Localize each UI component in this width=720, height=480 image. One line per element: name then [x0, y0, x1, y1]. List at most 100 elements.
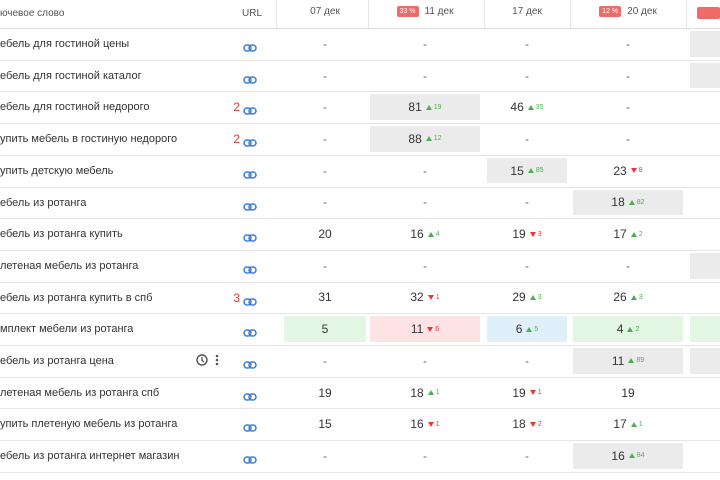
position-cell: -: [284, 348, 366, 374]
change-value: 2: [635, 325, 640, 333]
change-value: 12: [433, 135, 442, 143]
position-value: -: [626, 36, 630, 51]
position-change: 89: [628, 357, 644, 364]
position-cell: 23 8: [573, 158, 683, 184]
position-value: -: [323, 195, 327, 210]
position-change: 1: [427, 420, 440, 428]
change-arrow: [527, 104, 534, 110]
position-change: 3: [529, 293, 542, 301]
keyword: ебель из ротанга интернет магазин: [0, 450, 180, 463]
row-divider: [0, 471, 720, 473]
url-link[interactable]: [243, 198, 257, 216]
position-cell: 17 2: [573, 221, 683, 247]
url-count: 3: [233, 290, 240, 305]
position-value: 5: [321, 322, 329, 337]
position-cell: 20: [284, 221, 366, 247]
url-link[interactable]: [243, 261, 257, 279]
position-value: 31: [318, 290, 332, 305]
url-link[interactable]: [243, 324, 257, 342]
position-value: -: [626, 100, 630, 115]
keyword: ебель для гостиной каталог: [0, 69, 142, 82]
position-cell: -: [284, 158, 366, 184]
change-arrow: [628, 453, 635, 459]
position-value: -: [626, 131, 630, 146]
position-cell: -: [487, 126, 567, 152]
position-cell: -: [487, 253, 567, 279]
position-change: 84: [628, 452, 645, 459]
row-actions[interactable]: [195, 353, 221, 370]
url-link[interactable]: [243, 293, 257, 311]
date-header: 17 дек: [487, 6, 567, 17]
position-cell: 15: [284, 411, 366, 437]
cut-cell: [690, 252, 720, 279]
position-value: -: [423, 353, 427, 368]
url-link[interactable]: [243, 102, 257, 120]
position-value: -: [525, 195, 529, 210]
position-value: -: [423, 195, 427, 210]
url-link[interactable]: [243, 419, 257, 437]
position-cell: 19: [284, 380, 366, 406]
row-divider: [0, 376, 720, 378]
url-link[interactable]: [243, 388, 257, 406]
position-value: 11: [611, 353, 625, 368]
position-cell: -: [284, 31, 366, 57]
row-divider: [0, 313, 720, 315]
change-value: 1: [435, 389, 440, 397]
position-cell: -: [487, 443, 567, 469]
position-value: 16: [410, 417, 424, 432]
position-value: 19: [512, 227, 526, 242]
keyword: ебель из ротанга купить: [0, 228, 123, 241]
position-value: -: [323, 448, 327, 463]
position-cell: 88 12: [370, 126, 480, 152]
row-divider: [0, 218, 720, 220]
position-change: 19: [425, 104, 442, 111]
position-value: 19: [621, 385, 635, 400]
position-value: -: [423, 448, 427, 463]
date-label: 20 дек: [627, 6, 657, 17]
keyword: упить плетеную мебель из ротанга: [0, 418, 178, 431]
change-value: 2: [537, 420, 542, 428]
change-arrow: [630, 421, 637, 427]
keyword: летеная мебель из ротанга: [0, 259, 139, 272]
change-arrow: [427, 294, 434, 300]
date-label: 11 дек: [424, 6, 454, 17]
row-divider: [0, 186, 720, 188]
change-value: 3: [537, 293, 542, 301]
header-keyword: ючевое слово: [0, 8, 65, 19]
position-cell: -: [487, 63, 567, 89]
position-cell: 16 4: [370, 221, 480, 247]
position-change: 1: [427, 389, 440, 397]
row-divider: [0, 91, 720, 93]
position-change: 82: [628, 199, 645, 206]
change-arrow: [427, 231, 434, 237]
position-change: 4: [427, 231, 440, 238]
cut-cell: [690, 348, 720, 374]
url-link[interactable]: [243, 166, 257, 184]
position-cell: 19: [573, 380, 683, 406]
position-cell: 19 3: [487, 221, 567, 247]
keyword: ебель для гостиной цены: [0, 38, 130, 50]
change-arrow: [529, 231, 536, 237]
keyword: мплект мебели из ротанга: [0, 323, 134, 336]
url-link[interactable]: [243, 229, 257, 247]
cut-badge: [697, 7, 720, 19]
position-value: -: [626, 258, 630, 273]
url-link[interactable]: [243, 71, 257, 89]
change-badge: 12 %: [599, 6, 622, 17]
change-arrow: [527, 168, 534, 174]
keyword: упить мебель в гостиную недорого: [0, 133, 178, 146]
url-link[interactable]: [243, 451, 257, 469]
change-value: 1: [435, 420, 440, 428]
url-link[interactable]: [243, 134, 257, 152]
url-link[interactable]: [243, 39, 257, 57]
change-value: 85: [535, 167, 544, 175]
change-arrow: [630, 294, 637, 300]
position-value: 32: [410, 290, 424, 305]
change-arrow: [529, 390, 536, 396]
position-cell: -: [284, 190, 366, 216]
position-value: 88: [408, 131, 422, 146]
url-link[interactable]: [243, 356, 257, 374]
change-arrow: [628, 358, 635, 364]
position-change: 12: [425, 135, 442, 143]
